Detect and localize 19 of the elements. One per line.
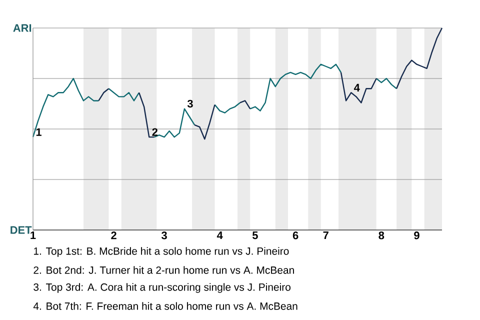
- text: 3. Top 3rd: A. Cora hit a run-scoring single vs J. Pineiro: [34, 283, 290, 293]
- x-tick-label: 6: [292, 232, 298, 240]
- text: 2. Bot 2nd: J. Turner hit a 2-run home run vs A. McBean: [34, 266, 294, 274]
- x-tick-label: 5: [252, 232, 258, 240]
- x-tick-label: 4: [216, 232, 223, 240]
- annotation: 2: [152, 128, 158, 136]
- x-tick-label: 9: [414, 232, 420, 240]
- annotation: 1: [36, 128, 42, 136]
- annotation: 4: [354, 84, 360, 92]
- x-tick-label: 8: [378, 232, 384, 240]
- x-tick-label: 2: [111, 232, 116, 240]
- x-tick-label: 1: [30, 232, 36, 240]
- text: ARI: [13, 24, 32, 32]
- x-tick-label: 7: [323, 232, 328, 240]
- text: 4. Bot 7th: F. Freeman hit a solo home run vs A. McBean: [33, 302, 298, 310]
- text: DET: [10, 226, 32, 234]
- annotation: 3: [187, 100, 193, 108]
- text: 1. Top 1st: B. McBride hit a solo home run vs J. Pineiro: [34, 247, 289, 257]
- x-tick-label: 3: [161, 232, 167, 240]
